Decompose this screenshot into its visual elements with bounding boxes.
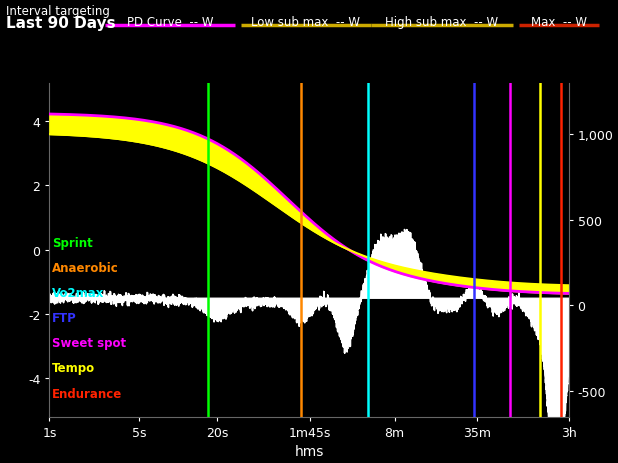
X-axis label: hms: hms: [294, 444, 324, 458]
Text: Tempo: Tempo: [52, 362, 95, 375]
Text: Low sub max  -- W: Low sub max -- W: [252, 16, 360, 29]
Text: High sub max  -- W: High sub max -- W: [385, 16, 499, 29]
Text: Interval targeting: Interval targeting: [6, 5, 110, 18]
Text: FTP: FTP: [52, 312, 77, 325]
Text: Sweet spot: Sweet spot: [52, 337, 126, 350]
Text: Sprint: Sprint: [52, 237, 93, 250]
Text: Anaerobic: Anaerobic: [52, 262, 119, 275]
Text: Max  -- W: Max -- W: [531, 16, 587, 29]
Text: Vo2max: Vo2max: [52, 287, 104, 300]
Text: Endurance: Endurance: [52, 387, 122, 400]
Text: Last 90 Days: Last 90 Days: [6, 16, 116, 31]
Text: PD Curve  -- W: PD Curve -- W: [127, 16, 213, 29]
